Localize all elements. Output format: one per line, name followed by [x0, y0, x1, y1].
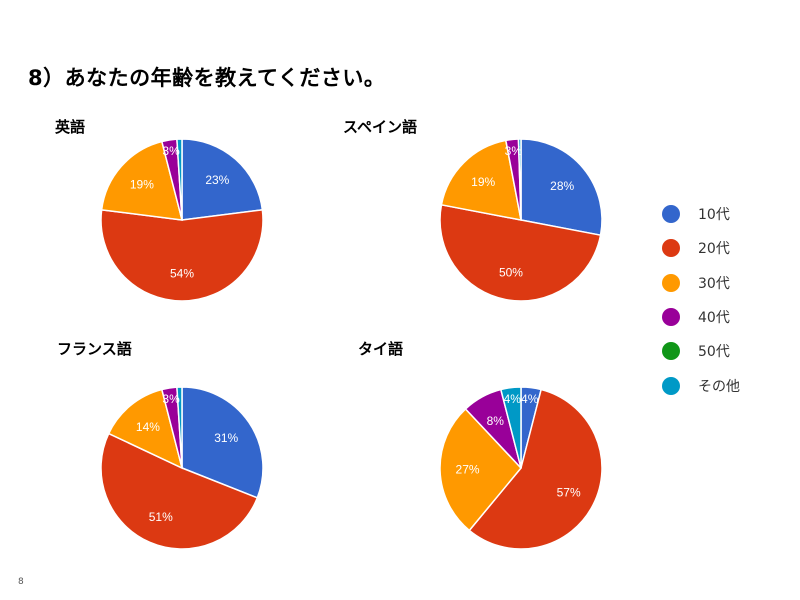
legend-dot-icon — [662, 308, 680, 327]
pie-data-label: 19% — [130, 178, 154, 192]
legend-item-other: その他 — [662, 368, 740, 402]
legend-label: その他 — [698, 378, 740, 395]
pie-chart-french: 31% 51% 14%3% — [100, 386, 264, 550]
legend-dot-icon — [662, 376, 680, 395]
chart-title-thai: タイ語 — [358, 340, 404, 358]
legend-item-50s: 50代 — [662, 334, 740, 368]
pie-data-label: 3% — [162, 392, 180, 406]
legend-label: 40代 — [698, 310, 730, 327]
pie-slice-3 — [439, 407, 522, 532]
pie-slice-3 — [440, 139, 522, 221]
pie-data-label: 19% — [471, 175, 495, 189]
pie-slice-1 — [181, 138, 264, 221]
chart-title-french: フランス語 — [57, 340, 132, 358]
pie-data-label: 28% — [550, 179, 574, 193]
pie-slice-3 — [107, 388, 184, 470]
pie-slice-6 — [499, 386, 522, 469]
pie-data-label: 57% — [557, 485, 581, 499]
pie-data-label: 8% — [487, 414, 505, 428]
pie-data-label: 50% — [499, 266, 523, 280]
legend-label: 50代 — [698, 344, 730, 361]
legend-dot-icon — [662, 239, 680, 258]
pie-data-label: 3% — [162, 144, 180, 158]
legend-dot-icon — [662, 205, 680, 224]
legend-dot-icon — [662, 273, 680, 292]
legend-label: 30代 — [698, 275, 730, 292]
pie-slice-3 — [100, 140, 184, 221]
pie-slice-1 — [181, 386, 264, 499]
legend-item-20s: 20代 — [662, 231, 740, 265]
slide-title: 8）あなたの年齢を教えてください。 — [28, 66, 386, 90]
legend-item-10s: 10代 — [662, 197, 740, 231]
pie-data-label: 51% — [149, 510, 173, 524]
pie-data-label: 3% — [505, 144, 523, 158]
pie-slice-2 — [100, 209, 264, 302]
pie-data-label: 4% — [521, 392, 539, 406]
pie-slice-6 — [517, 138, 522, 221]
pie-chart-thai: 4% 57% 27% 8% 4% — [439, 386, 603, 550]
pie-slice-6 — [176, 138, 183, 221]
legend: 10代 20代 30代 40代 50代 その他 — [662, 197, 740, 403]
pie-slice-2 — [439, 203, 602, 302]
legend-item-40s: 40代 — [662, 300, 740, 334]
chart-title-spanish: スペイン語 — [343, 118, 417, 136]
pie-slice-1 — [520, 138, 603, 237]
legend-label: 10代 — [698, 207, 730, 224]
page-number: 8 — [18, 577, 24, 587]
legend-item-30s: 30代 — [662, 266, 740, 300]
chart-title-english: 英語 — [55, 118, 86, 136]
pie-data-label: 31% — [214, 431, 238, 445]
pie-chart-english: 23% 54% 19% 3% — [100, 138, 264, 302]
pie-data-label: 14% — [136, 420, 160, 434]
legend-label: 20代 — [698, 241, 730, 258]
pie-slice-2 — [100, 432, 259, 550]
pie-chart-spanish: 28% 50% 19% 3% — [439, 138, 603, 302]
pie-slice-2 — [468, 388, 603, 550]
pie-data-label: 23% — [205, 173, 229, 187]
legend-dot-icon — [662, 342, 680, 361]
pie-data-label: 54% — [170, 266, 194, 280]
pie-slice-6 — [176, 386, 183, 469]
pie-data-label: 4% — [504, 392, 522, 406]
pie-data-label: 27% — [456, 463, 480, 477]
